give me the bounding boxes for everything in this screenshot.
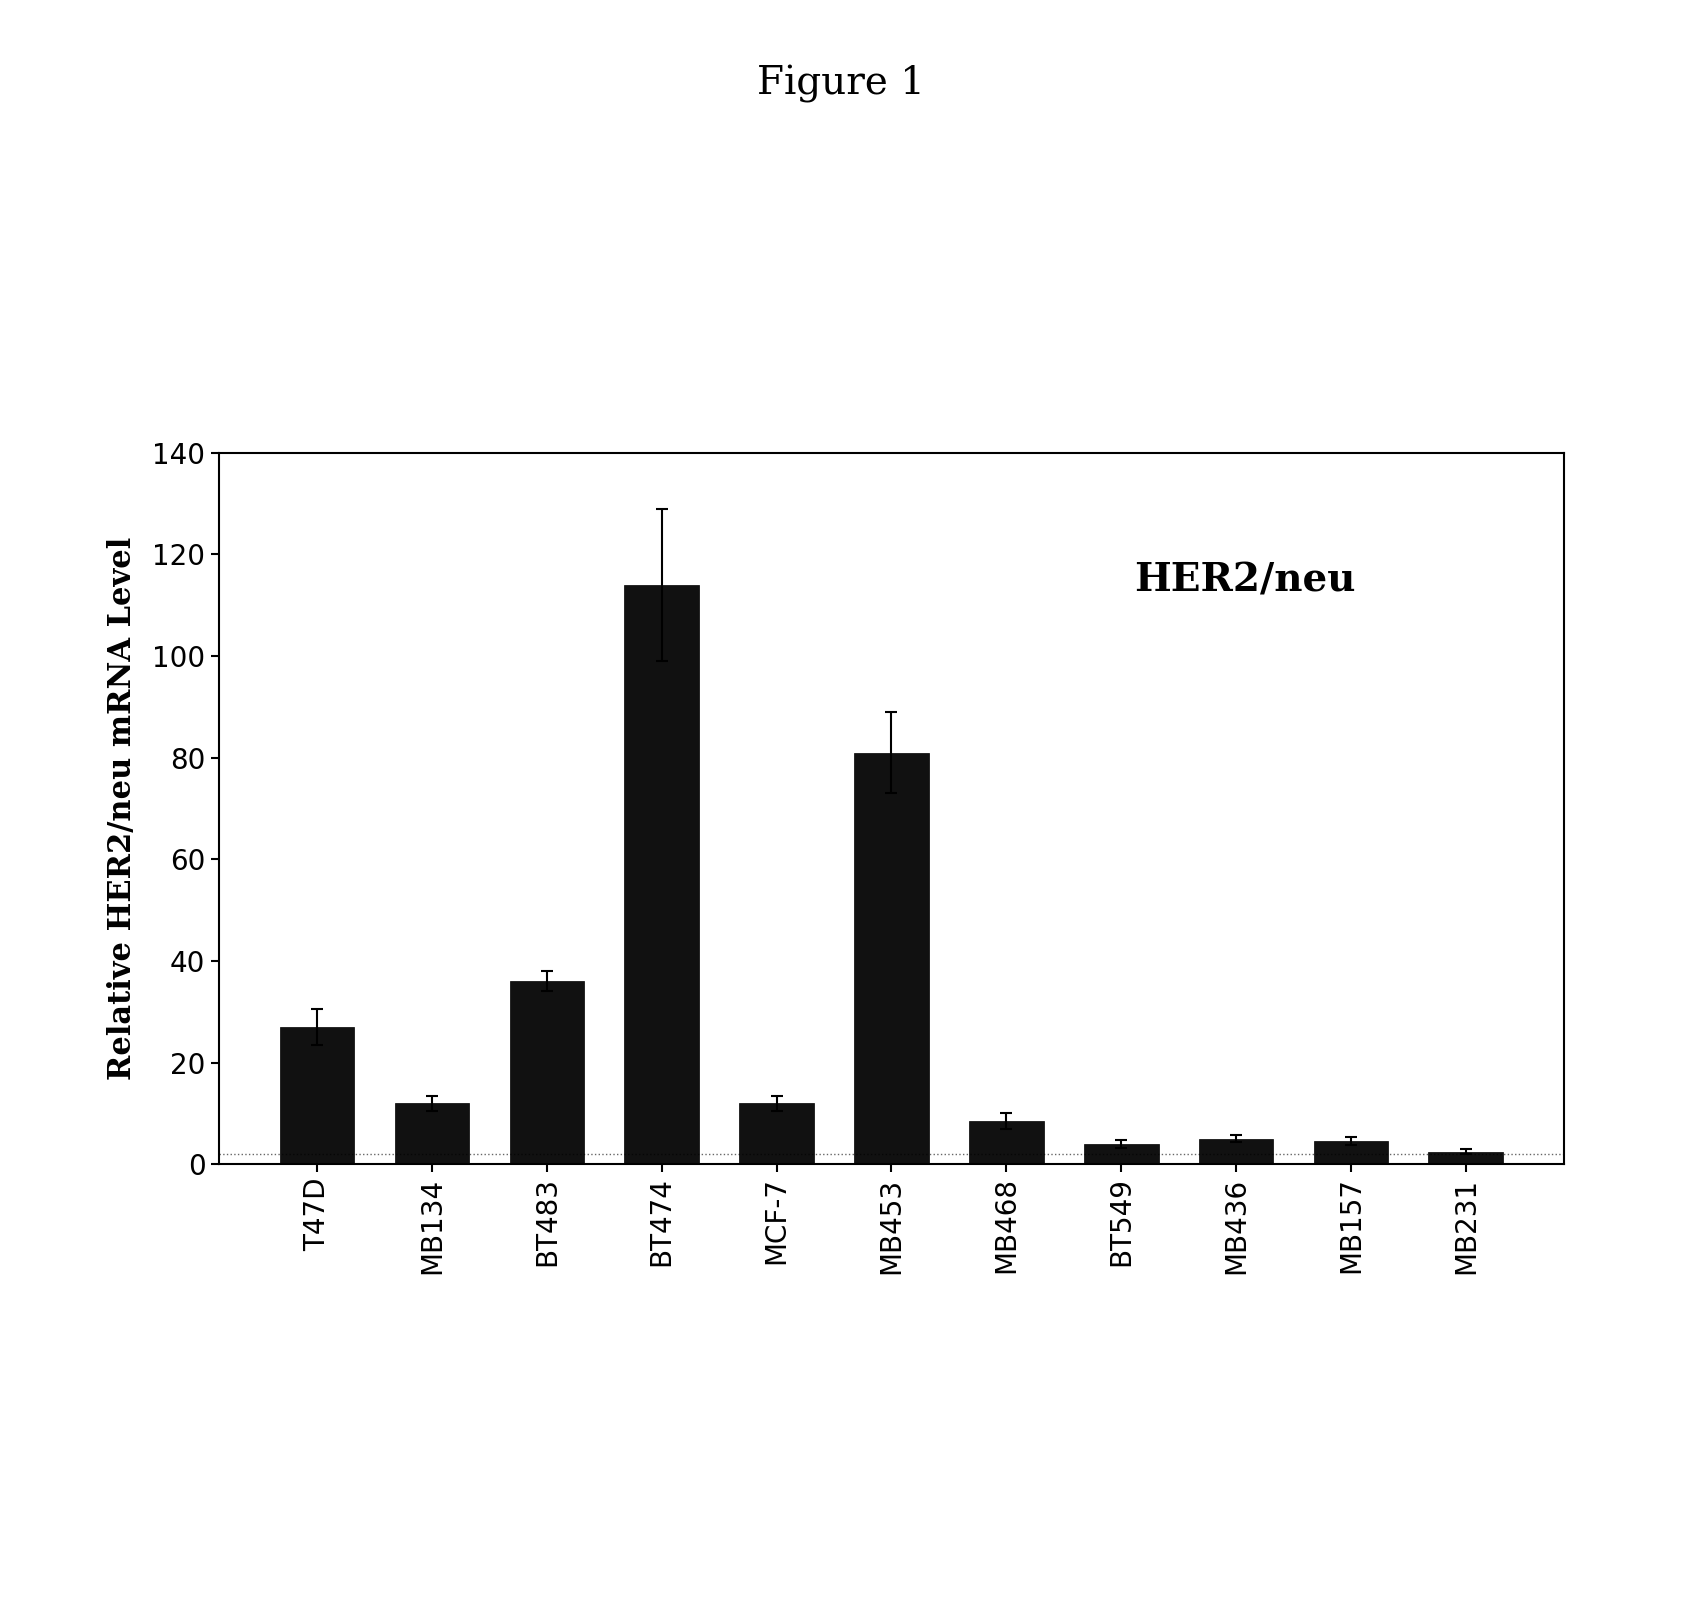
- Bar: [1428, 1151, 1504, 1164]
- Y-axis label: Relative HER2/neu mRNA Level: Relative HER2/neu mRNA Level: [108, 537, 138, 1080]
- Bar: [395, 1103, 469, 1164]
- Text: HER2/neu: HER2/neu: [1134, 561, 1356, 600]
- Bar: [1083, 1143, 1159, 1164]
- Bar: [279, 1027, 355, 1164]
- Bar: [1314, 1142, 1388, 1164]
- Text: Figure 1: Figure 1: [757, 65, 925, 103]
- Bar: [1199, 1138, 1273, 1164]
- Bar: [740, 1103, 814, 1164]
- Bar: [854, 752, 928, 1164]
- Bar: [969, 1121, 1043, 1164]
- Bar: [624, 585, 700, 1164]
- Bar: [510, 982, 584, 1164]
